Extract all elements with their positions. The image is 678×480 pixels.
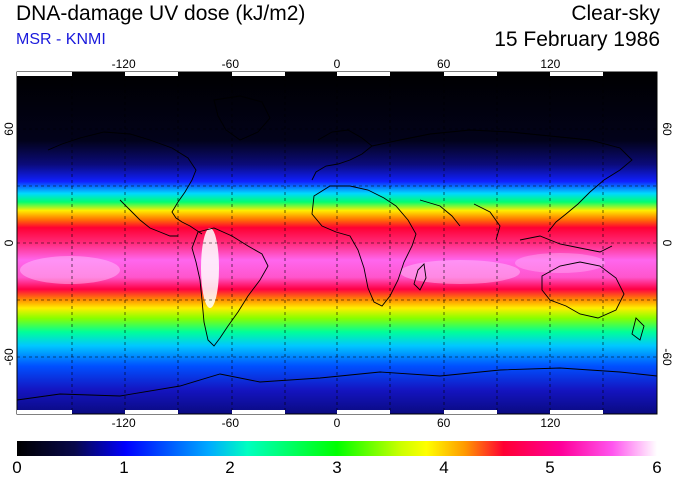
lat-label-right: 60 (660, 122, 674, 136)
date-label: 15 February 1986 (494, 28, 660, 51)
andes-high-dose-patch (201, 228, 219, 308)
lon-label-top: 120 (540, 57, 560, 71)
colorbar-label-5: 5 (545, 458, 555, 477)
lat-label-left: 0 (2, 239, 16, 246)
lon-label-bottom: 60 (437, 416, 451, 430)
lat-label-left: -60 (2, 348, 16, 366)
maritime-high-dose-patch (515, 253, 605, 273)
colorbar (17, 441, 657, 456)
colorbar-label-6: 6 (652, 458, 662, 477)
pacific-high-dose-patch (20, 256, 120, 284)
latitude-labels-left: 60 0 -60 (2, 122, 16, 366)
lon-label-bottom: 0 (334, 416, 341, 430)
map-title: DNA-damage UV dose (kJ/m2) (16, 2, 306, 25)
lon-label-bottom: -120 (112, 416, 136, 430)
lon-label-top: 0 (334, 57, 341, 71)
lat-label-left: 60 (2, 122, 16, 136)
colorbar-label-3: 3 (332, 458, 342, 477)
lat-label-right: -60 (660, 348, 674, 366)
colorbar-label-4: 4 (439, 458, 449, 477)
colorbar-label-2: 2 (225, 458, 235, 477)
colorbar-label-1: 1 (119, 458, 129, 477)
longitude-labels-top: -120 -60 0 60 120 (112, 57, 561, 71)
colorbar-label-0: 0 (12, 458, 22, 477)
lon-label-top: -120 (112, 57, 136, 71)
lon-label-bottom: 120 (540, 416, 560, 430)
indian-ocean-high-dose-patch (400, 260, 520, 284)
lon-label-top: -60 (222, 57, 240, 71)
lon-label-top: 60 (437, 57, 451, 71)
lon-label-bottom: -60 (222, 416, 240, 430)
lat-label-right: 0 (660, 240, 674, 247)
sky-condition-label: Clear-sky (571, 2, 660, 25)
graticule (17, 72, 657, 414)
coastlines (17, 95, 657, 401)
map-border-scale (17, 72, 603, 414)
latitude-labels-right: 60 0 -60 (660, 122, 674, 366)
longitude-labels-bottom: -120 -60 0 60 120 (112, 416, 561, 430)
source-label: MSR - KNMI (16, 31, 106, 48)
